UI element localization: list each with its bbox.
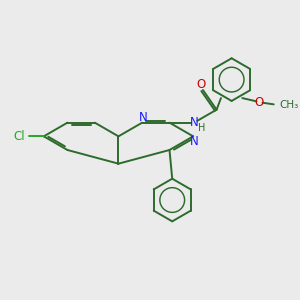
Text: CH₃: CH₃: [279, 100, 298, 110]
Text: H: H: [197, 123, 205, 133]
Text: O: O: [255, 96, 264, 109]
Text: N: N: [190, 135, 199, 148]
Text: Cl: Cl: [13, 130, 25, 143]
Text: N: N: [139, 111, 148, 124]
Text: N: N: [190, 116, 199, 129]
Text: O: O: [196, 78, 206, 91]
